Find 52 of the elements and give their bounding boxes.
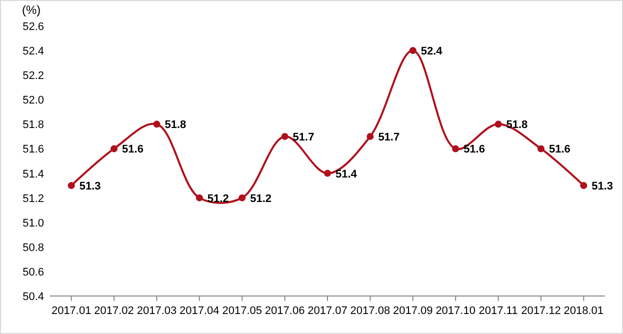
- data-label: 52.4: [420, 46, 444, 58]
- y-axis-title: (%): [22, 3, 41, 17]
- data-label: 51.3: [79, 180, 101, 193]
- x-tick-label: 2017.03: [136, 305, 177, 317]
- data-label: 51.2: [207, 192, 229, 205]
- y-tick-label: 50.6: [22, 266, 44, 278]
- x-tick-label: 2017.07: [308, 305, 348, 317]
- point: [494, 120, 502, 128]
- x-tick-label: 2017.09: [393, 305, 433, 317]
- point: [452, 145, 460, 152]
- point: [580, 182, 588, 190]
- y-tick-label: 51.4: [22, 168, 44, 180]
- x-tick-label: 2017.01: [51, 305, 92, 317]
- x-tick-label: 2017.06: [264, 305, 305, 317]
- data-label: 51.3: [592, 180, 614, 193]
- point: [366, 132, 374, 140]
- data-label: 51.6: [548, 144, 570, 156]
- data-label: 51.7: [378, 131, 400, 144]
- point: [537, 145, 544, 152]
- point: [409, 47, 416, 54]
- x-tick-label: 2017.11: [478, 305, 518, 317]
- y-tick-label: 51.8: [22, 119, 44, 132]
- x-tick-label: 2017.02: [94, 305, 134, 317]
- data-label: 51.8: [164, 119, 186, 132]
- y-tick-label: 50.4: [22, 291, 44, 303]
- data-label: 51.4: [336, 168, 358, 180]
- x-tick-label: 2017.04: [180, 305, 220, 317]
- x-tick-label: 2017.12: [521, 305, 561, 317]
- point: [153, 120, 160, 128]
- y-tick-label: 50.8: [22, 242, 44, 254]
- data-label: 51.6: [122, 144, 144, 156]
- y-tick-label: 52.4: [22, 46, 44, 58]
- point: [324, 170, 331, 177]
- data-label: 51.6: [464, 144, 485, 156]
- x-tick-label: 2017.05: [222, 305, 262, 317]
- data-label: 51.7: [292, 131, 314, 144]
- x-tick-label: 2017.10: [436, 305, 476, 317]
- data-label: 51.8: [506, 119, 528, 132]
- y-tick-label: 52.2: [22, 70, 44, 82]
- point: [110, 145, 118, 152]
- y-tick-label: 51.6: [22, 144, 44, 156]
- point: [281, 132, 288, 140]
- point: [196, 194, 203, 202]
- y-tick-label: 52.0: [22, 94, 44, 107]
- point: [238, 194, 246, 202]
- x-tick-label: 2017.08: [350, 305, 390, 317]
- point: [68, 182, 75, 190]
- data-label: 51.2: [250, 192, 272, 205]
- y-tick-label: 52.6: [22, 21, 44, 33]
- y-tick-label: 51.2: [22, 192, 44, 205]
- y-tick-label: 51.0: [22, 217, 44, 230]
- x-tick-label: 2018.01: [564, 305, 604, 317]
